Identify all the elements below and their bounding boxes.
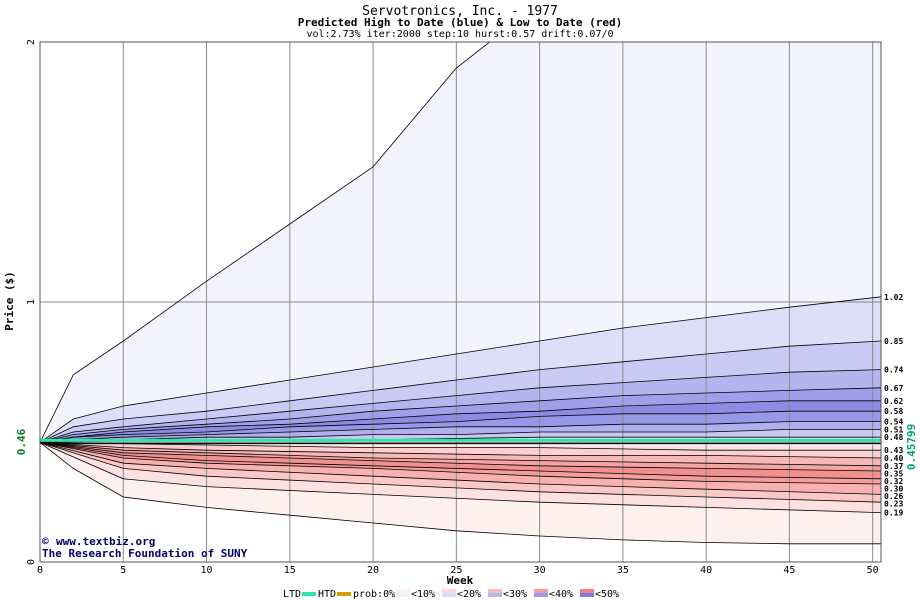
legend-swatch-red-0 xyxy=(396,589,410,593)
chart-params: vol:2.73% iter:2000 step:10 hurst:0.57 d… xyxy=(306,29,613,40)
x-tick-label: 15 xyxy=(284,565,296,576)
band-line-p60-10 xyxy=(39,442,881,451)
band-line-p40-5 xyxy=(39,400,881,443)
legend-swatch-red-1 xyxy=(442,589,456,593)
legend-swatch-blue-3 xyxy=(534,593,548,597)
legend-swatch-blue-4 xyxy=(580,593,594,597)
legend-swatch-red-3 xyxy=(534,589,548,593)
band-line-p30-16 xyxy=(39,442,882,495)
x-tick-label: 25 xyxy=(450,565,462,576)
right-label-4: 0.62 xyxy=(884,397,903,406)
x-axis-ticks: 0 5 10 15 20 25 30 35 40 45 50 xyxy=(37,565,879,576)
band-line-p20-2 xyxy=(39,340,882,443)
x-tick-label: 30 xyxy=(534,565,546,576)
legend-htd-label: HTD xyxy=(318,589,336,600)
x-tick-label: 10 xyxy=(201,565,213,576)
right-label-16: 0.23 xyxy=(884,499,903,508)
current-price-right-label: 0.45799 xyxy=(905,424,918,470)
band-line-p40-14 xyxy=(39,442,882,480)
x-tick-label: 50 xyxy=(867,565,879,576)
copyright-icon: © xyxy=(42,535,49,548)
legend-swatch-blue-0 xyxy=(396,593,410,597)
legend-swatch-blue-2 xyxy=(488,593,502,597)
band-line-p20-17 xyxy=(39,442,882,503)
y-tick-label: 0 xyxy=(26,559,37,565)
right-label-10: 0.40 xyxy=(884,454,903,463)
right-label-11: 0.37 xyxy=(884,462,903,471)
legend-item-label: <20% xyxy=(457,589,481,600)
right-label-3: 0.67 xyxy=(884,384,903,393)
band-line-p50-12 xyxy=(39,442,882,467)
band-line-outer-19 xyxy=(39,442,881,545)
current-price-lines xyxy=(40,438,881,445)
right-label-14: 0.30 xyxy=(884,484,903,493)
right-label-8: 0.48 xyxy=(884,433,903,442)
right-label-15: 0.26 xyxy=(884,492,903,501)
band-line-p45-13 xyxy=(39,442,882,472)
band-line-p35-4 xyxy=(39,387,882,443)
legend: LTD HTD prob:0% <10% <20% <30% <40% <50% xyxy=(283,589,619,600)
right-label-6: 0.54 xyxy=(884,418,903,427)
right-label-5: 0.58 xyxy=(884,407,903,416)
right-band-labels: 1.02 0.85 0.74 0.67 0.620.58 0.540.510.48 0.43… xyxy=(884,293,903,518)
x-tick-label: 20 xyxy=(367,565,379,576)
y-axis-ticks: 0 1 2 xyxy=(26,39,37,565)
right-label-2: 0.74 xyxy=(884,366,903,375)
band-line-p45-6 xyxy=(39,410,881,443)
right-label-17: 0.19 xyxy=(884,509,903,518)
current-price-label: 0.46 xyxy=(15,428,28,455)
band-line-p55-8 xyxy=(39,429,881,443)
band-line-p55-11 xyxy=(39,442,882,459)
band-line-p10-18 xyxy=(39,442,882,513)
x-tick-label: 45 xyxy=(783,565,795,576)
band-line-p50-7 xyxy=(39,421,881,443)
legend-swatch-red-2 xyxy=(488,589,502,593)
x-tick-label: 40 xyxy=(700,565,712,576)
right-label-0: 1.02 xyxy=(884,293,903,302)
legend-swatch-red-4 xyxy=(580,589,594,593)
legend-item-label: <40% xyxy=(549,589,573,600)
y-axis-label: Price ($) xyxy=(3,271,16,331)
legend-swatch-blue-1 xyxy=(442,593,456,597)
band-outlines xyxy=(39,41,882,545)
band-line-p30-3 xyxy=(39,369,882,443)
right-label-12: 0.35 xyxy=(884,469,903,478)
legend-item-label: <30% xyxy=(503,589,527,600)
legend-ltd-label: LTD xyxy=(283,589,301,600)
x-tick-label: 5 xyxy=(120,565,126,576)
y-tick-label: 1 xyxy=(26,299,37,305)
x-tick-label: 35 xyxy=(617,565,629,576)
plot-frame xyxy=(39,41,882,563)
x-axis-label: Week xyxy=(447,574,474,587)
right-label-9: 0.43 xyxy=(884,446,903,455)
credit-url: www.textbiz.org xyxy=(56,535,155,548)
legend-item-label: <10% xyxy=(411,589,435,600)
band-line-p35-15 xyxy=(39,442,882,485)
legend-prob-label: prob:0% xyxy=(353,589,395,600)
right-label-7: 0.51 xyxy=(884,425,903,434)
low-band-area-p60 xyxy=(40,442,881,451)
right-label-13: 0.32 xyxy=(884,477,903,486)
y-tick-label: 2 xyxy=(26,39,37,45)
legend-item-label: <50% xyxy=(595,589,619,600)
chart-title: Servotronics, Inc. - 1977 xyxy=(362,4,558,19)
right-label-1: 0.85 xyxy=(884,337,903,346)
legend-ltd-swatch xyxy=(302,592,316,596)
credit-organization: The Research Foundation of SUNY xyxy=(42,547,248,560)
band-line-p10-1 xyxy=(39,296,882,443)
legend-htd-swatch xyxy=(337,592,351,596)
chart-subtitle: Predicted High to Date (blue) & Low to D… xyxy=(298,16,623,29)
band-line-outer-0 xyxy=(39,41,881,443)
x-tick-label: 0 xyxy=(37,565,43,576)
